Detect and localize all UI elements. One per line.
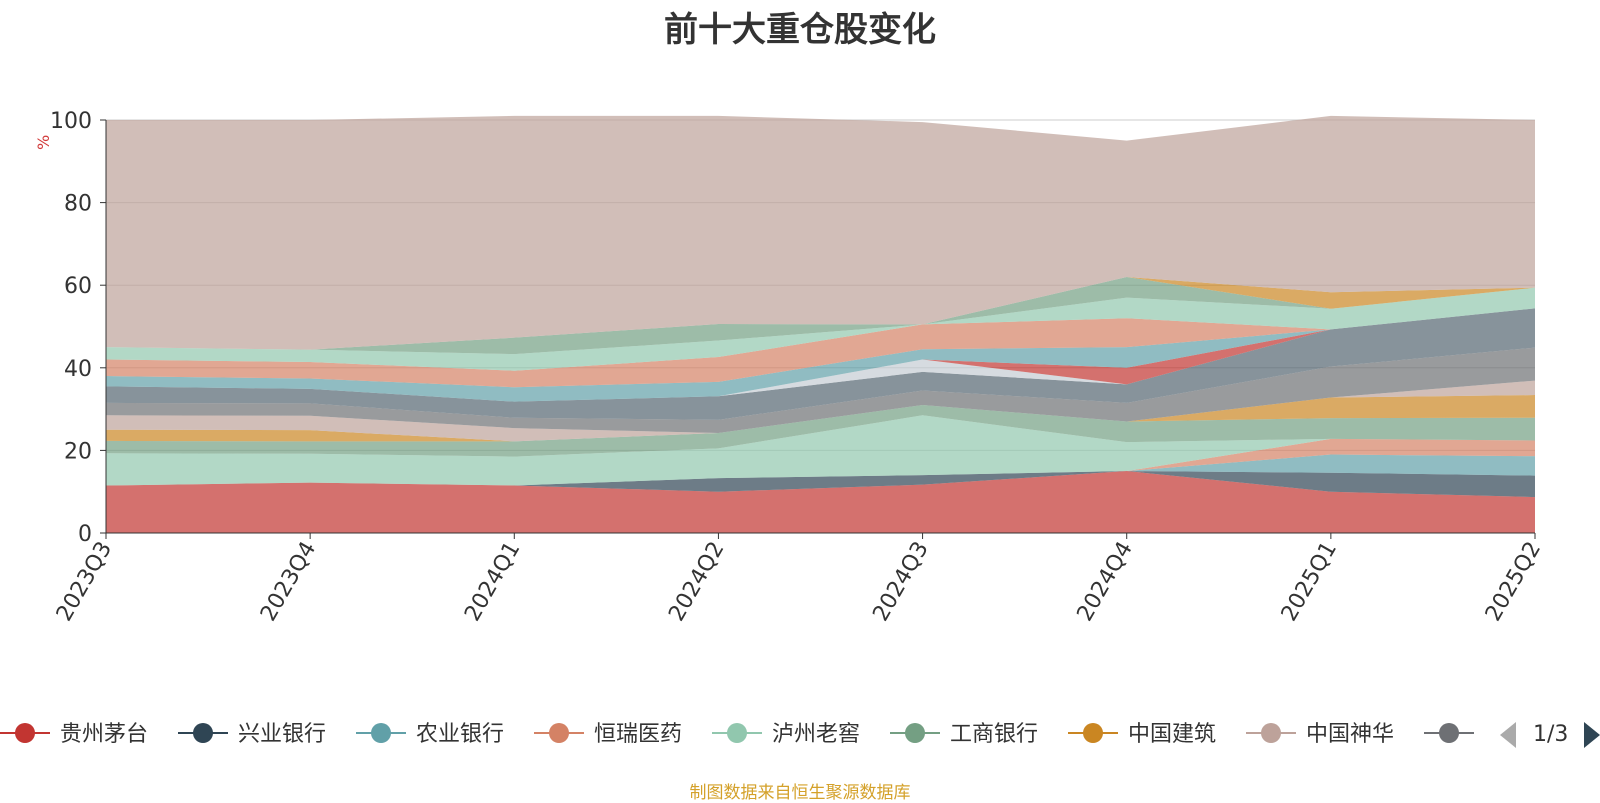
x-tick-label: 2024Q3 [868, 538, 933, 626]
legend: 贵州茅台 兴业银行 农业银行 恒瑞医药 泸州老窖 工商银行 中国建筑 中国神华 [0, 722, 1474, 747]
area-series-4[interactable] [106, 415, 1535, 486]
legend-page-indicator: 1/3 [1533, 722, 1568, 747]
legend-swatch-dot [15, 723, 35, 743]
legend-label: 工商银行 [950, 722, 1038, 747]
area-series-6[interactable] [106, 395, 1535, 442]
legend-pager: 1/3 [1500, 722, 1600, 748]
legend-label: 中国神华 [1306, 722, 1394, 747]
x-tick-label: 2025Q2 [1481, 538, 1546, 626]
legend-label: 恒瑞医药 [594, 722, 682, 747]
area-series-8[interactable] [106, 347, 1535, 434]
y-tick-label: 0 [78, 522, 92, 547]
legend-swatch-dot [1261, 723, 1281, 743]
y-tick-label: 80 [64, 192, 92, 217]
x-tick-label: 2023Q4 [256, 538, 321, 626]
area-series-15[interactable] [106, 276, 1535, 355]
legend-item[interactable]: 泸州老窖 [712, 722, 860, 747]
legend-item-partial[interactable] [1424, 723, 1474, 743]
legend-item[interactable]: 恒瑞医药 [534, 722, 682, 747]
legend-item[interactable]: 工商银行 [890, 722, 1038, 747]
legend-item[interactable]: 贵州茅台 [0, 722, 148, 747]
x-tick-label: 2023Q3 [52, 538, 117, 626]
legend-label: 泸州老窖 [772, 722, 860, 747]
area-series-17[interactable] [106, 115, 1535, 350]
y-tick-label: 100 [50, 109, 92, 134]
area-series-7[interactable] [106, 380, 1535, 442]
legend-swatch-dot [1083, 723, 1103, 743]
legend-label: 兴业银行 [238, 722, 326, 747]
legend-swatch-dot [727, 723, 747, 743]
legend-item[interactable]: 中国建筑 [1068, 722, 1216, 747]
legend-item[interactable]: 兴业银行 [178, 722, 326, 747]
legend-swatch-dot [371, 723, 391, 743]
area-series-10[interactable] [106, 308, 1535, 402]
legend-swatch-dot [1439, 723, 1459, 743]
legend-prev-arrow-icon[interactable] [1500, 722, 1516, 748]
legend-label: 贵州茅台 [60, 722, 148, 747]
legend-next-arrow-icon[interactable] [1584, 722, 1600, 748]
legend-label: 中国建筑 [1128, 722, 1216, 747]
area-series-0[interactable] [106, 471, 1535, 533]
legend-swatch-dot [905, 723, 925, 743]
legend-item[interactable]: 农业银行 [356, 722, 504, 747]
legend-swatch-dot [193, 723, 213, 743]
area-series-5[interactable] [106, 404, 1535, 457]
area-series-1[interactable] [106, 471, 1535, 498]
legend-label: 农业银行 [416, 722, 504, 747]
area-series-14[interactable] [106, 287, 1535, 371]
x-tick-label: 2024Q4 [1073, 538, 1138, 626]
chart-title: 前十大重仓股变化 [664, 10, 936, 50]
area-series-3[interactable] [106, 438, 1535, 486]
y-tick-label: 20 [64, 439, 92, 464]
area-series-13[interactable] [106, 308, 1535, 388]
data-source-note: 制图数据来自恒生聚源数据库 [689, 783, 911, 803]
x-tick-label: 2025Q1 [1277, 538, 1342, 626]
legend-swatch-dot [549, 723, 569, 743]
x-tick-label: 2024Q1 [460, 538, 525, 626]
y-tick-label: 60 [64, 274, 92, 299]
area-layers [106, 115, 1535, 533]
y-tick-label: 40 [64, 357, 92, 382]
area-series-2[interactable] [106, 454, 1535, 486]
area-series-9[interactable] [106, 308, 1535, 420]
legend-item[interactable]: 中国神华 [1246, 722, 1394, 747]
x-tick-label: 2024Q2 [664, 538, 729, 626]
